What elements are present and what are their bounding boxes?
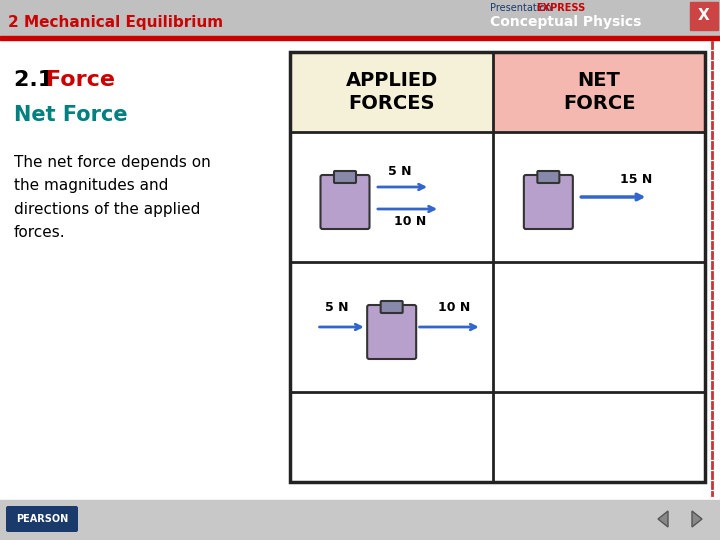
Bar	[690, 2, 718, 30]
Bar	[0, 500, 720, 540]
FancyBboxPatch shape	[537, 171, 559, 183]
FancyBboxPatch shape	[381, 301, 402, 313]
Text: Conceptual Physics: Conceptual Physics	[490, 15, 642, 29]
Text: 5 N: 5 N	[325, 301, 348, 314]
Bar	[0, 40, 720, 500]
Text: PEARSON: PEARSON	[16, 514, 68, 524]
Text: 2 Mechanical Equilibrium: 2 Mechanical Equilibrium	[8, 15, 223, 30]
Bar	[0, 36, 720, 40]
Text: Force: Force	[46, 70, 115, 90]
Text: 15 N: 15 N	[620, 173, 652, 186]
Text: X: X	[698, 9, 710, 24]
Text: 10 N: 10 N	[394, 215, 426, 228]
FancyBboxPatch shape	[367, 305, 416, 359]
Text: The net force depends on
the magnitudes and
directions of the applied
forces.: The net force depends on the magnitudes …	[14, 155, 211, 240]
Text: 10 N: 10 N	[438, 301, 470, 314]
Polygon shape	[658, 511, 668, 527]
FancyBboxPatch shape	[320, 175, 369, 229]
FancyBboxPatch shape	[524, 175, 573, 229]
FancyBboxPatch shape	[334, 171, 356, 183]
Text: EXPRESS: EXPRESS	[536, 3, 585, 13]
Text: 2.1: 2.1	[14, 70, 61, 90]
Text: Presentation: Presentation	[490, 3, 552, 13]
Polygon shape	[692, 511, 702, 527]
Text: NET
FORCE: NET FORCE	[563, 71, 636, 113]
Bar	[290, 52, 705, 482]
Text: 5 N: 5 N	[388, 165, 412, 178]
FancyBboxPatch shape	[6, 506, 78, 532]
Bar	[0, 0, 720, 38]
Text: APPLIED
FORCES: APPLIED FORCES	[346, 71, 438, 113]
Bar	[290, 52, 493, 132]
Bar	[493, 52, 705, 132]
Text: Net Force: Net Force	[14, 105, 127, 125]
